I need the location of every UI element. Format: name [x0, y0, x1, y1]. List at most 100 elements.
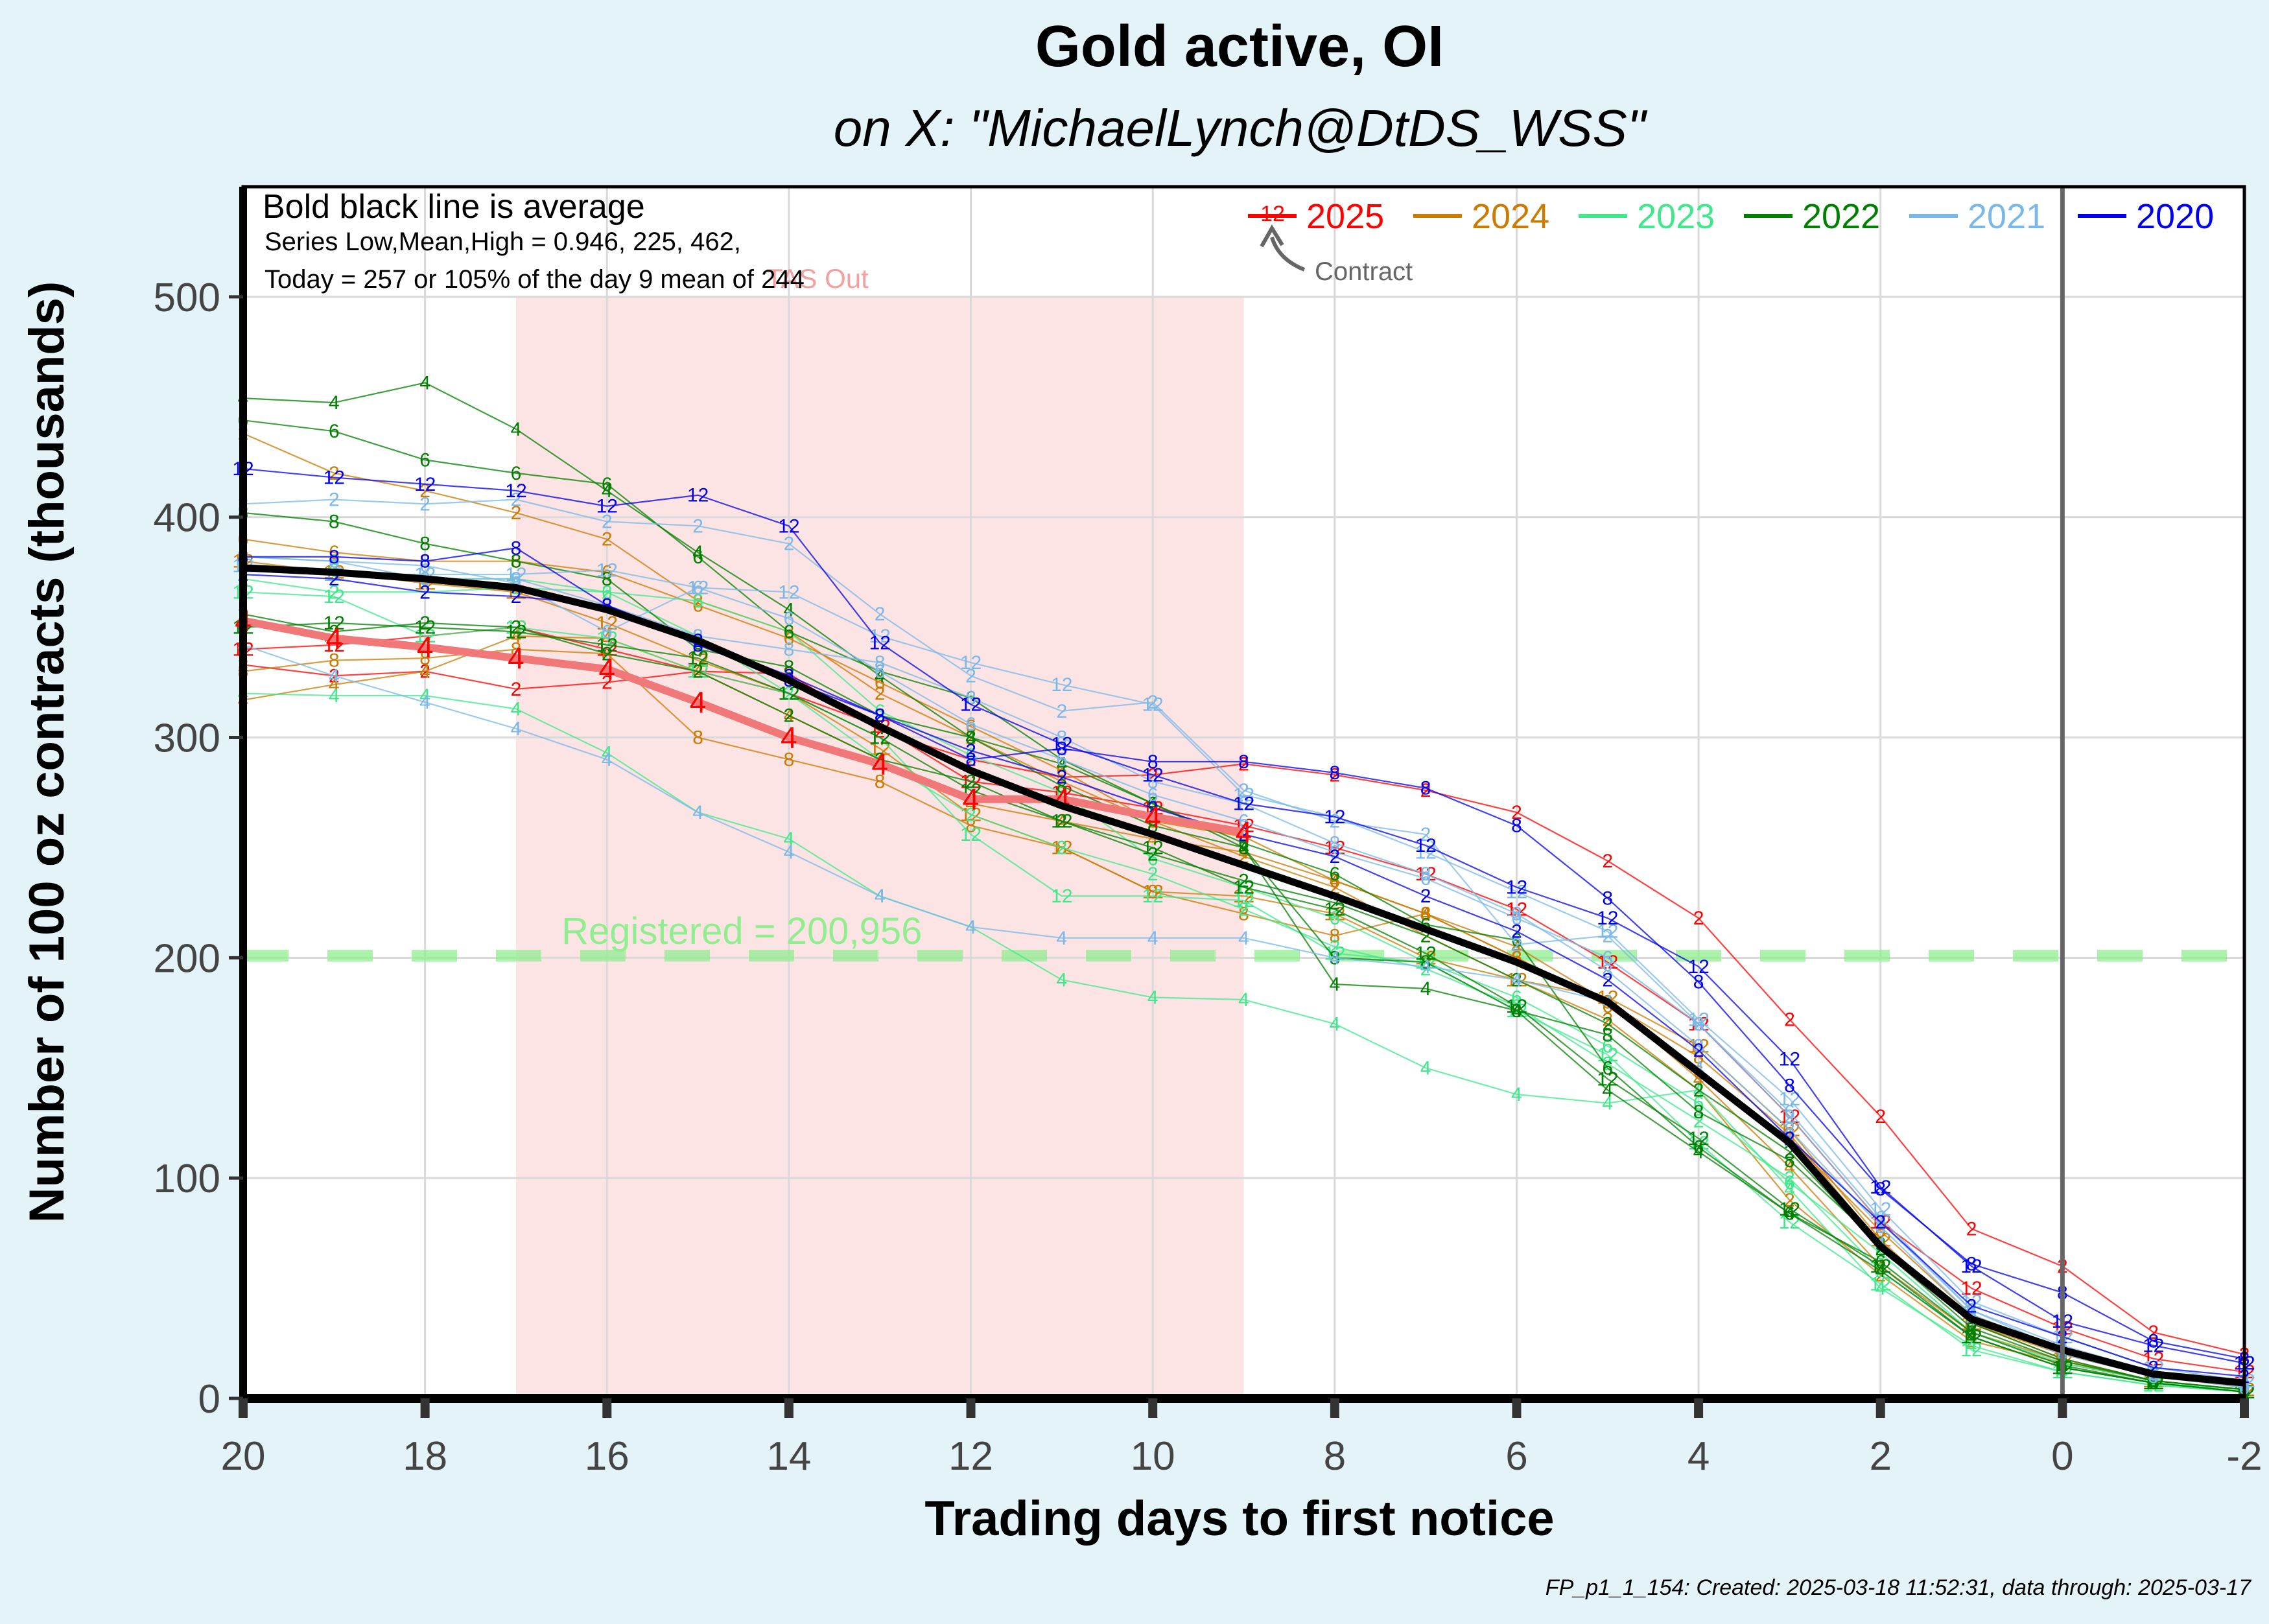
legend-entry-2020: 2020 [2078, 197, 2214, 236]
point-label: 4 [1511, 969, 1522, 991]
point-label: 12 [1142, 837, 1163, 858]
point-label: 4 [784, 599, 795, 620]
highlight-point-label: 4 [871, 747, 888, 781]
point-label: 2 [1784, 1190, 1795, 1211]
point-label: 2 [1511, 921, 1522, 943]
y-axis-title: Number of 100 oz contracts (thousands) [19, 281, 75, 1223]
point-label: 2 [602, 529, 613, 550]
series-line [242, 591, 2245, 1393]
point-label: 4 [875, 886, 886, 907]
point-label: 12 [1233, 784, 1254, 806]
tas-out-label: TAS Out [766, 263, 869, 294]
point-label: 2 [784, 705, 795, 727]
point-label: 8 [784, 657, 795, 678]
legend-label: 2022 [1802, 197, 1880, 236]
point-label: 2 [1238, 899, 1249, 921]
point-label: 6 [329, 421, 340, 442]
point-label: 12 [1506, 899, 1527, 921]
point-label: 8 [511, 551, 522, 572]
series-line [242, 419, 2245, 1393]
point-label: 2 [1602, 1013, 1613, 1035]
point-label: 4 [1875, 1260, 1886, 1282]
point-label: 6 [419, 449, 430, 471]
info-line-today: Today = 257 or 105% of the day 9 mean of… [265, 265, 805, 294]
x-tick-label: 20 [221, 1434, 266, 1479]
point-label: 2 [965, 804, 976, 825]
point-label: 8 [1693, 1035, 1704, 1057]
point-label: 12 [1415, 943, 1436, 965]
y-tick-label: 300 [154, 716, 220, 761]
point-label: 4 [1329, 947, 1340, 969]
legend-label: 2023 [1637, 197, 1715, 236]
highlight-point-label: 4 [326, 622, 343, 655]
point-label: 6 [1057, 749, 1068, 771]
point-label: 2 [511, 617, 522, 639]
point-label: 12 [505, 564, 526, 585]
point-label: 4 [1147, 987, 1158, 1009]
point-label: 12 [960, 652, 982, 674]
highlight-point-label: 4 [963, 783, 980, 816]
point-label: 8 [1511, 815, 1522, 836]
point-label: 2 [692, 661, 703, 683]
point-label: 12 [1506, 881, 1527, 902]
point-label: 2 [602, 643, 613, 665]
point-label: 12 [1142, 886, 1163, 907]
y-tick-label: 400 [154, 496, 220, 541]
point-label: 6 [965, 716, 976, 738]
point-label: 12 [1779, 1212, 1800, 1233]
point-label: 6 [1420, 903, 1431, 924]
point-label: 8 [1511, 1000, 1522, 1022]
point-label: 2 [965, 740, 976, 762]
point-label: 6 [1238, 811, 1249, 832]
point-label: 2 [329, 489, 340, 511]
point-label: 6 [875, 661, 886, 683]
x-tick-label: 4 [1687, 1434, 1710, 1479]
highlight-point-label: 4 [417, 630, 434, 664]
highlight-point-label: 4 [781, 721, 797, 755]
series-line [242, 692, 2245, 1393]
point-label: 12 [960, 694, 982, 716]
highlight-point-label: 4 [1144, 800, 1161, 834]
point-label: 2 [511, 489, 522, 511]
x-tick-label: 16 [585, 1434, 629, 1479]
point-label: 2 [1966, 1295, 1977, 1317]
point-label: 4 [1238, 989, 1249, 1011]
point-label: 4 [1238, 928, 1249, 949]
point-label: 6 [1784, 1203, 1795, 1225]
tas-window-band [515, 296, 1244, 1399]
point-label: 4 [692, 802, 703, 823]
x-tick-label: 6 [1505, 1434, 1527, 1479]
point-label: 2 [965, 771, 976, 793]
point-label: 8 [1238, 837, 1249, 858]
point-label: 2 [1784, 1009, 1795, 1031]
x-tick-label: 14 [766, 1434, 811, 1479]
point-label: 8 [1602, 961, 1613, 982]
legend-entry-2024: 2024 [1413, 197, 1549, 236]
point-label: 2 [602, 512, 613, 533]
average-line [242, 564, 2245, 1387]
point-label: 8 [965, 727, 976, 749]
point-label: 12 [1597, 1044, 1618, 1066]
point-label: 2 [692, 515, 703, 537]
y-tick-label: 0 [198, 1377, 220, 1422]
point-label: 2 [1238, 753, 1249, 775]
point-label: 12 [687, 485, 709, 506]
series-line [242, 499, 2245, 1382]
point-label: 4 [329, 665, 340, 687]
point-label: 12 [2143, 1335, 2164, 1356]
point-label: 2 [1784, 1106, 1795, 1127]
point-label: 12 [1506, 996, 1527, 1017]
point-label: 12 [869, 632, 891, 653]
point-label: 12 [596, 496, 618, 517]
point-label: 12 [1960, 1339, 1982, 1361]
point-label: 12 [1233, 890, 1254, 912]
point-label: 2 [419, 493, 430, 515]
point-label: 6 [1511, 930, 1522, 951]
point-label: 6 [1602, 1057, 1613, 1079]
point-label: 4 [1602, 1093, 1613, 1114]
point-label: 4 [511, 419, 522, 440]
legend-entry-2023: 2023 [1579, 197, 1715, 236]
highlight-point-label: 4 [690, 685, 707, 719]
